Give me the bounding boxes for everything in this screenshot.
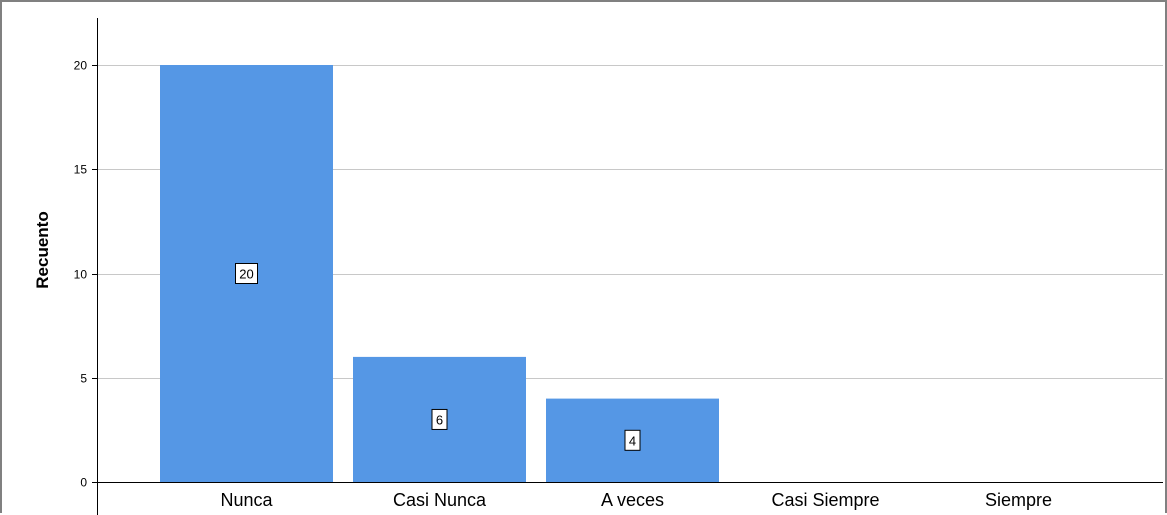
y-tick-label: 15 [74, 163, 88, 177]
y-tick-label: 0 [80, 476, 87, 490]
data-label: 4 [624, 429, 641, 451]
data-label-box [624, 429, 641, 451]
axes [97, 18, 1163, 515]
data-label: 20 [235, 263, 258, 284]
data-label-text: 6 [436, 412, 443, 427]
x-tick-label: A veces [601, 490, 664, 510]
x-tick-label: Siempre [985, 490, 1052, 510]
data-label-text: 20 [239, 267, 253, 282]
y-tick-label: 20 [74, 59, 88, 73]
data-label: 6 [431, 408, 448, 430]
x-tick-labels: Nunca Casi Nunca A veces Casi Siempre Siempr… [220, 490, 1052, 510]
data-label-box [235, 263, 258, 284]
y-axis-title: Recuento [33, 211, 52, 288]
y-tick-label: 10 [74, 268, 88, 282]
x-tick-label: Casi Siempre [771, 490, 879, 510]
y-tick-label: 5 [80, 372, 87, 386]
data-label-box [431, 408, 448, 430]
y-tick-labels: 0 5 10 15 20 [74, 59, 88, 490]
data-label-text: 4 [629, 433, 636, 448]
x-tick-label: Casi Nunca [393, 490, 487, 510]
x-tick-label: Nunca [220, 490, 273, 510]
